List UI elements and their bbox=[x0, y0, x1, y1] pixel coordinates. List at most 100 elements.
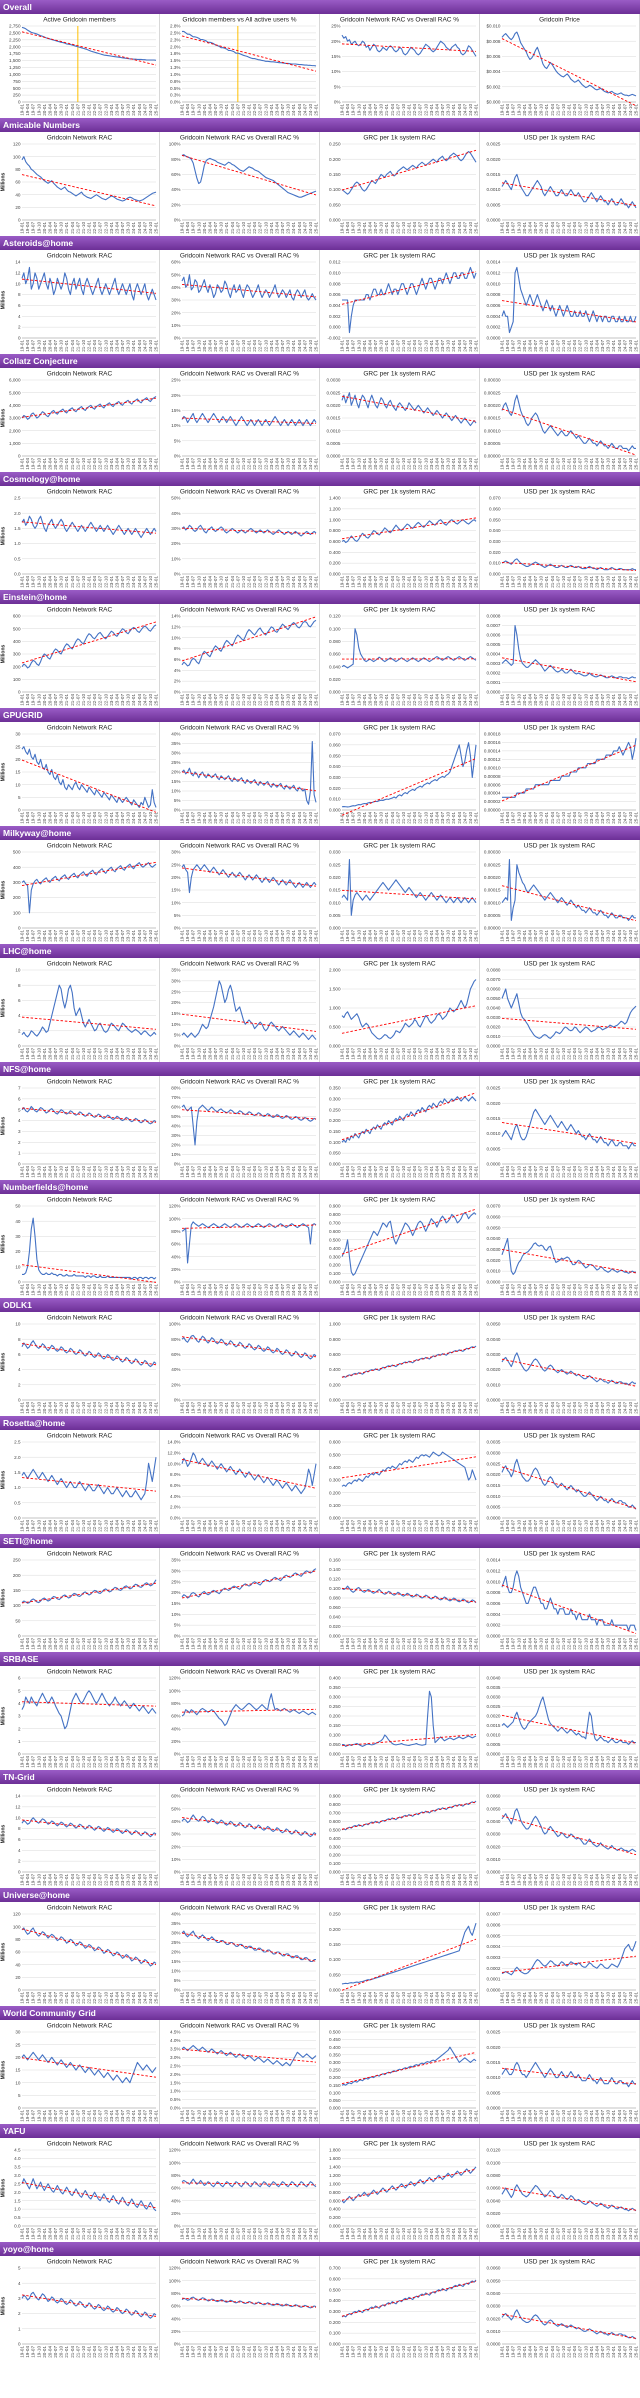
x-tick-label: 19-04 bbox=[345, 2346, 350, 2358]
y-tick-label: 0.0% bbox=[170, 100, 180, 105]
x-tick-label: 19-10 bbox=[356, 104, 361, 116]
x-tick-label: 24-04 bbox=[617, 2228, 622, 2240]
x-tick-label: 22-10 bbox=[583, 1992, 588, 2004]
y-tick-label: 0.300 bbox=[329, 2309, 341, 2314]
x-tick-label: 22-04 bbox=[572, 1520, 577, 1532]
series-line bbox=[22, 1217, 157, 1280]
y-tick-label: 0.0025 bbox=[486, 1086, 500, 1091]
x-tick-label: 20-07 bbox=[533, 222, 538, 234]
x-tick-label: 20-04 bbox=[527, 340, 532, 352]
x-tick-label: 19-10 bbox=[356, 2110, 361, 2122]
x-tick-label: 20-04 bbox=[207, 1992, 212, 2004]
x-tick-label: 21-10 bbox=[401, 576, 406, 588]
x-tick-label: 22-10 bbox=[423, 930, 428, 942]
trend-line bbox=[341, 1734, 477, 1747]
x-tick-label: 20-01 bbox=[362, 1166, 367, 1178]
x-tick-label: 19-10 bbox=[36, 1992, 41, 2004]
x-tick-label: 21-01 bbox=[224, 694, 229, 706]
x-tick-label: 20-10 bbox=[539, 1166, 544, 1178]
x-tick-label: 19-07 bbox=[31, 1166, 36, 1178]
y-tick-label: 0.5% bbox=[170, 2097, 180, 2102]
y-tick-label: 0.00012 bbox=[484, 757, 501, 762]
x-tick-label: 23-07 bbox=[120, 1166, 125, 1178]
x-tick-label: 21-04 bbox=[390, 1402, 395, 1414]
x-tick-label: 19-10 bbox=[516, 2110, 521, 2122]
x-tick-label: 19-01 bbox=[180, 1992, 185, 2004]
chart-title: Gridcoin Network RAC bbox=[47, 253, 113, 260]
x-tick-label: 23-10 bbox=[126, 930, 131, 942]
x-tick-label: 22-07 bbox=[258, 1402, 263, 1414]
chart-title: USD per 1k system RAC bbox=[524, 2259, 596, 2266]
x-tick-label: 22-04 bbox=[412, 1048, 417, 1060]
x-tick-label: 21-07 bbox=[235, 576, 240, 588]
x-tick-label: 25-01 bbox=[154, 1284, 159, 1296]
x-tick-label: 19-01 bbox=[340, 1874, 345, 1886]
x-tick-label: 23-07 bbox=[120, 2346, 125, 2358]
x-tick-label: 24-01 bbox=[291, 812, 296, 824]
x-tick-label: 24-07 bbox=[302, 1874, 307, 1886]
y-tick-label: 14 bbox=[15, 260, 21, 265]
y-tick-label: 2.000 bbox=[329, 968, 341, 973]
y-tick-label: 1.8% bbox=[170, 51, 180, 56]
x-tick-label: 21-10 bbox=[81, 222, 86, 234]
y-tick-label: 60% bbox=[171, 260, 180, 265]
x-tick-label: 19-04 bbox=[185, 1638, 190, 1650]
x-tick-label: 24-07 bbox=[622, 222, 627, 234]
x-tick-label: 22-07 bbox=[258, 340, 263, 352]
y-tick-label: 80% bbox=[171, 2291, 180, 2296]
trend-line bbox=[181, 2048, 317, 2063]
chart-title: USD per 1k system RAC bbox=[524, 1551, 596, 1558]
x-tick-label: 22-10 bbox=[263, 930, 268, 942]
x-tick-label: 19-01 bbox=[20, 104, 25, 116]
y-tick-label: 0.100 bbox=[329, 187, 341, 192]
y-tick-label: 0.0000 bbox=[486, 1870, 500, 1875]
x-tick-label: 24-01 bbox=[451, 930, 456, 942]
y-tick-label: 0.0005 bbox=[486, 642, 500, 647]
y-tick-label: 0.050 bbox=[329, 1972, 341, 1977]
x-tick-label: 19-04 bbox=[185, 458, 190, 470]
x-tick-label: 21-04 bbox=[230, 1048, 235, 1060]
y-tick-label: 0 bbox=[18, 1988, 21, 1993]
x-tick-label: 25-01 bbox=[154, 1166, 159, 1178]
x-tick-label: 23-10 bbox=[446, 1048, 451, 1060]
x-tick-label: 24-10 bbox=[468, 1992, 473, 2004]
x-tick-label: 20-10 bbox=[539, 2346, 544, 2358]
x-tick-label: 19-04 bbox=[345, 1756, 350, 1768]
y-tick-label: 1.400 bbox=[329, 2164, 341, 2169]
x-tick-label: 20-04 bbox=[207, 694, 212, 706]
x-tick-label: 20-04 bbox=[367, 222, 372, 234]
x-tick-label: 20-01 bbox=[42, 222, 47, 234]
y-tick-label: 0.0040 bbox=[486, 1006, 500, 1011]
x-tick-label: 22-04 bbox=[92, 458, 97, 470]
x-tick-label: 20-07 bbox=[53, 1284, 58, 1296]
x-tick-label: 23-04 bbox=[274, 1992, 279, 2004]
x-tick-label: 19-01 bbox=[180, 1284, 185, 1296]
x-tick-label: 20-07 bbox=[533, 2110, 538, 2122]
x-tick-label: 23-04 bbox=[594, 222, 599, 234]
x-tick-label: 20-07 bbox=[213, 1874, 218, 1886]
x-tick-label: 24-01 bbox=[291, 458, 296, 470]
x-tick-label: 24-10 bbox=[148, 576, 153, 588]
x-tick-label: 21-04 bbox=[550, 1166, 555, 1178]
y-tick-label: 20 bbox=[15, 205, 21, 210]
x-tick-label: 23-07 bbox=[600, 1402, 605, 1414]
x-tick-label: 19-04 bbox=[185, 1992, 190, 2004]
x-tick-label: 21-10 bbox=[241, 1284, 246, 1296]
x-tick-label: 20-01 bbox=[522, 458, 527, 470]
x-tick-label: 24-07 bbox=[302, 812, 307, 824]
x-tick-label: 20-04 bbox=[47, 458, 52, 470]
x-tick-label: 20-01 bbox=[362, 812, 367, 824]
chart-svg: Gridcoin Network RAC vs Overall RAC %0%2… bbox=[169, 1669, 319, 1768]
x-tick-label: 20-01 bbox=[42, 1992, 47, 2004]
chart: USD per 1k system RAC 0.0000 0.0010 0.0020 0… bbox=[480, 1312, 640, 1416]
y-tick-label: 20% bbox=[171, 1382, 180, 1387]
y-tick-label: 0.600 bbox=[329, 1819, 341, 1824]
chart-svg: Gridcoin Network RAC051015202530Millions… bbox=[1, 725, 159, 824]
section: NFS@home Gridcoin Network RAC 0 1 2 3 4 5 6 7 Mill… bbox=[0, 1062, 640, 1180]
y-tick-label: 0% bbox=[174, 218, 181, 223]
x-tick-label: 22-04 bbox=[572, 576, 577, 588]
y-tick-label: 4 bbox=[18, 1701, 21, 1706]
x-tick-label: 22-10 bbox=[103, 1638, 108, 1650]
x-tick-label: 24-04 bbox=[137, 1638, 142, 1650]
x-tick-label: 24-07 bbox=[462, 1992, 467, 2004]
